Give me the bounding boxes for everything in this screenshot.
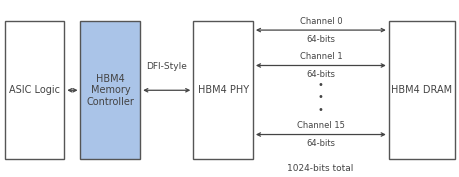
Text: HBM4 PHY: HBM4 PHY	[197, 85, 248, 95]
Bar	[193, 21, 252, 159]
Text: DFI-Style: DFI-Style	[146, 62, 187, 71]
Text: Channel 1: Channel 1	[299, 52, 341, 61]
Text: •: •	[317, 80, 323, 90]
Text: •: •	[317, 92, 323, 102]
Text: HBM4 DRAM: HBM4 DRAM	[391, 85, 452, 95]
Text: HBM4
Memory
Controller: HBM4 Memory Controller	[86, 74, 134, 107]
Text: Channel 0: Channel 0	[299, 17, 341, 26]
Text: 64-bits: 64-bits	[306, 70, 335, 79]
Text: •: •	[317, 105, 323, 115]
Bar	[5, 21, 64, 159]
Text: Channel 15: Channel 15	[296, 121, 344, 130]
Text: 1024-bits total: 1024-bits total	[287, 164, 353, 173]
Text: ASIC Logic: ASIC Logic	[9, 85, 60, 95]
Bar	[80, 21, 140, 159]
Text: 64-bits: 64-bits	[306, 35, 335, 44]
Bar	[388, 21, 454, 159]
Text: 64-bits: 64-bits	[306, 139, 335, 148]
